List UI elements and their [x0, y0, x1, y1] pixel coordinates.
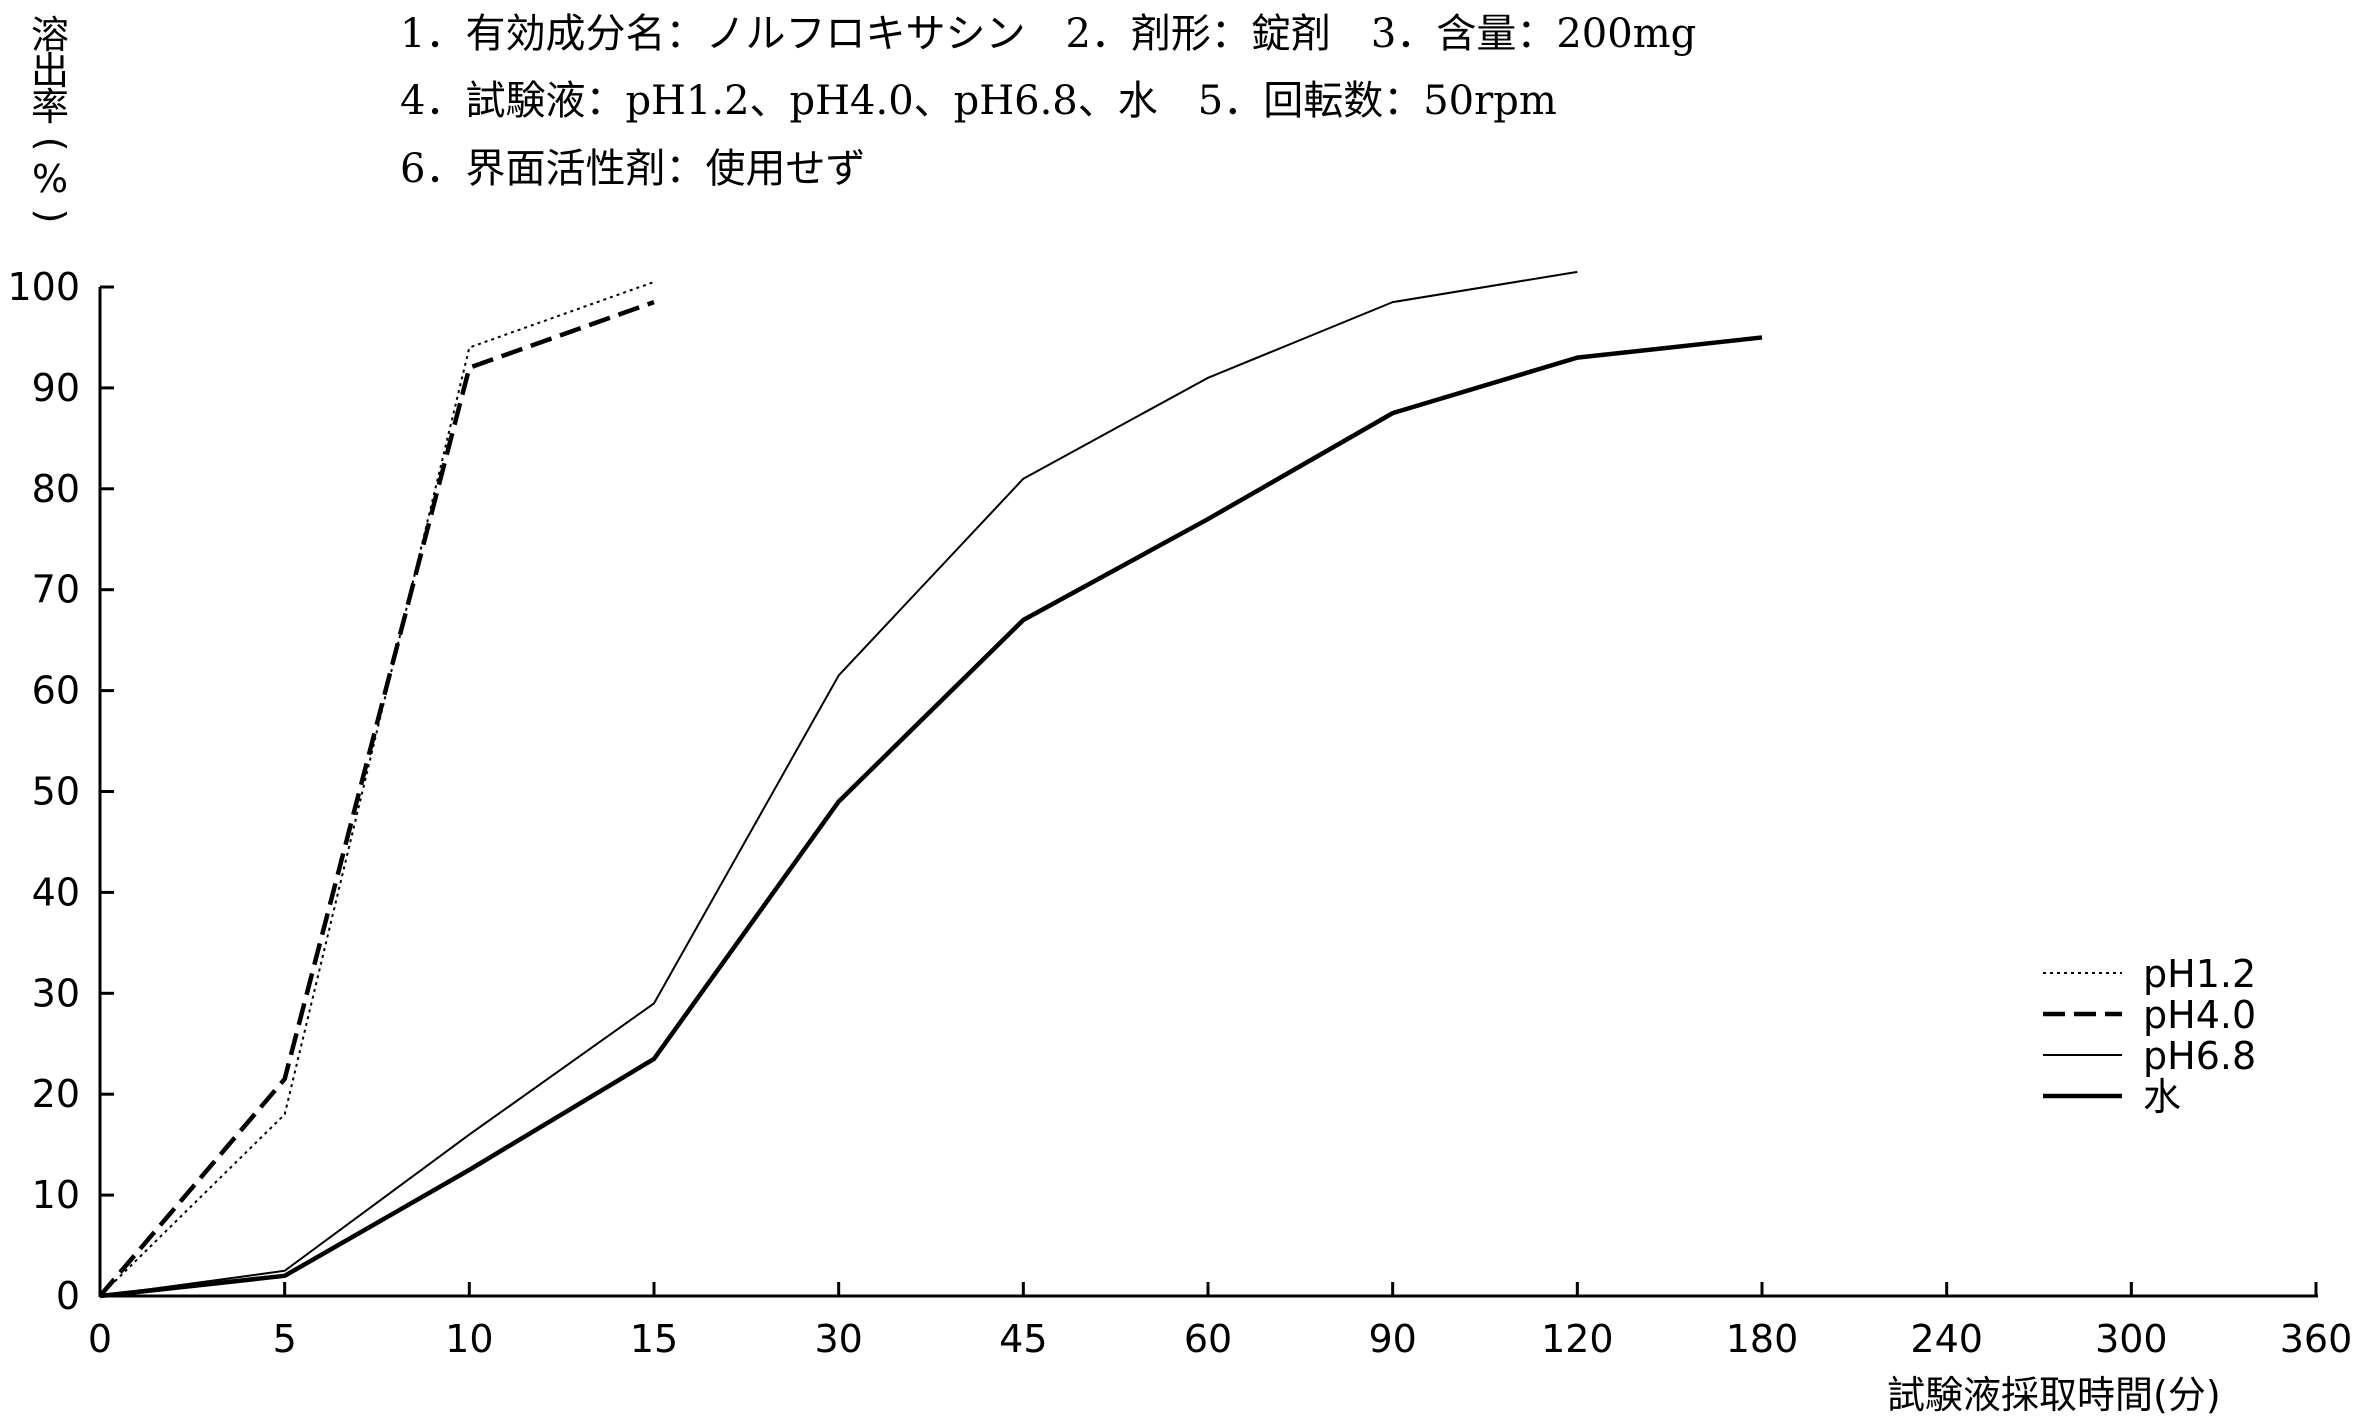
- x-axis-label: 試験液採取時間(分): [1887, 1373, 2221, 1417]
- series-line-pH4.0: [98, 300, 655, 1298]
- x-tick-label: 90: [1368, 1317, 1416, 1361]
- x-ticks: 0 5 10 15 30 45 60 90 120 180 240 300 360: [88, 1282, 2352, 1361]
- legend-label: pH4.0: [2143, 993, 2256, 1037]
- y-label-char: (: [29, 137, 73, 152]
- x-tick-label: 240: [1910, 1317, 1983, 1361]
- x-tick-label: 0: [88, 1317, 112, 1361]
- y-axis-label: 溶出率 (%): [29, 13, 73, 223]
- x-tick-label: 30: [814, 1317, 862, 1361]
- y-label-char: ): [29, 209, 73, 224]
- y-tick-label: 70: [32, 568, 80, 612]
- header-line-2: 4．試験液：pH1.2、pH4.0、pH6.8、水 5．回転数：50rpm: [400, 78, 1557, 124]
- legend-label: pH6.8: [2143, 1034, 2256, 1078]
- y-tick-label: 10: [32, 1173, 80, 1217]
- x-tick-label: 10: [445, 1317, 493, 1361]
- axes: [98, 287, 2318, 1298]
- x-tick-label: 5: [273, 1317, 297, 1361]
- y-tick-label: 30: [32, 971, 80, 1015]
- legend-label: pH1.2: [2143, 952, 2256, 996]
- y-tick-label: 50: [32, 770, 80, 814]
- series-line-水: [99, 335, 1763, 1299]
- y-label-char: 出: [31, 49, 69, 93]
- y-tick-label: 40: [32, 870, 80, 914]
- y-label-char: 溶: [31, 13, 69, 57]
- header-line-1: 1．有効成分名：ノルフロキサシン 2．剤形：錠剤 3．含量：200mg: [400, 11, 1696, 57]
- x-tick-label: 120: [1541, 1317, 1614, 1361]
- y-ticks: 0 10 20 30 40 50 60 70 80 90 100: [7, 265, 114, 1318]
- y-tick-label: 80: [32, 467, 80, 511]
- y-label-char: 率: [31, 85, 69, 129]
- y-tick-label: 0: [56, 1274, 80, 1318]
- x-tick-label: 60: [1184, 1317, 1232, 1361]
- series-line-pH6.8: [99, 270, 1578, 1297]
- header-line-3: 6．界面活性剤：使用せず: [400, 146, 865, 192]
- y-tick-label: 100: [7, 265, 80, 309]
- series-lines: [98, 270, 1763, 1299]
- legend-label: 水: [2143, 1075, 2181, 1119]
- chart-header: 1．有効成分名：ノルフロキサシン 2．剤形：錠剤 3．含量：200mg 4．試験…: [400, 11, 1696, 192]
- y-label-char: %: [32, 157, 68, 201]
- x-tick-label: 360: [2280, 1317, 2353, 1361]
- series-line-pH1.2: [99, 281, 655, 1297]
- x-tick-label: 300: [2095, 1317, 2168, 1361]
- x-tick-label: 15: [630, 1317, 678, 1361]
- y-tick-label: 90: [32, 366, 80, 410]
- x-tick-label: 180: [1726, 1317, 1799, 1361]
- y-tick-label: 20: [32, 1072, 80, 1116]
- x-tick-label: 45: [999, 1317, 1047, 1361]
- y-tick-label: 60: [32, 669, 80, 713]
